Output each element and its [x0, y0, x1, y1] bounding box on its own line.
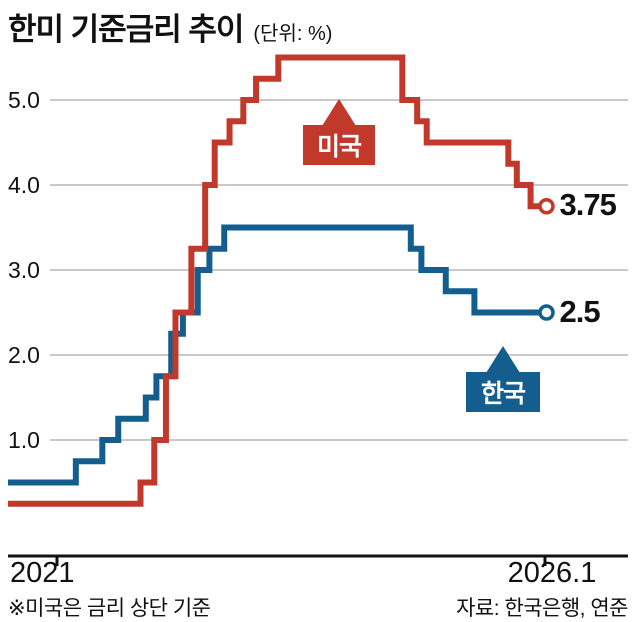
footer: ※미국은 금리 상단 기준 자료: 한국은행, 연준	[8, 592, 628, 622]
korea-end-marker	[538, 304, 555, 321]
us-end-marker	[538, 198, 555, 215]
korea-callout: 한국	[466, 372, 540, 412]
y-tick-label: 1.0	[8, 427, 40, 453]
us-end-value: 3.75	[559, 187, 616, 223]
page-title: 한미 기준금리 추이	[8, 12, 244, 47]
source-note: 자료: 한국은행, 연준	[456, 597, 628, 620]
x-axis-end-label: 2026.1	[507, 557, 597, 589]
y-tick-label: 4.0	[8, 172, 40, 198]
footnote: ※미국은 금리 상단 기준	[8, 597, 211, 620]
x-axis-start-label: 2021	[10, 557, 75, 589]
us-series-line	[8, 54, 547, 507]
unit-note: (단위: %)	[253, 23, 333, 45]
y-tick-label: 3.0	[8, 257, 40, 283]
korea-end-value: 2.5	[559, 293, 600, 329]
us-callout: 미국	[303, 125, 375, 165]
y-tick-label: 5.0	[8, 87, 40, 113]
y-tick-label: 2.0	[8, 342, 40, 368]
us-series-label: 미국	[316, 133, 362, 161]
korea-series-label: 한국	[480, 380, 526, 408]
title-row: 한미 기준금리 추이 (단위: %)	[8, 4, 332, 49]
